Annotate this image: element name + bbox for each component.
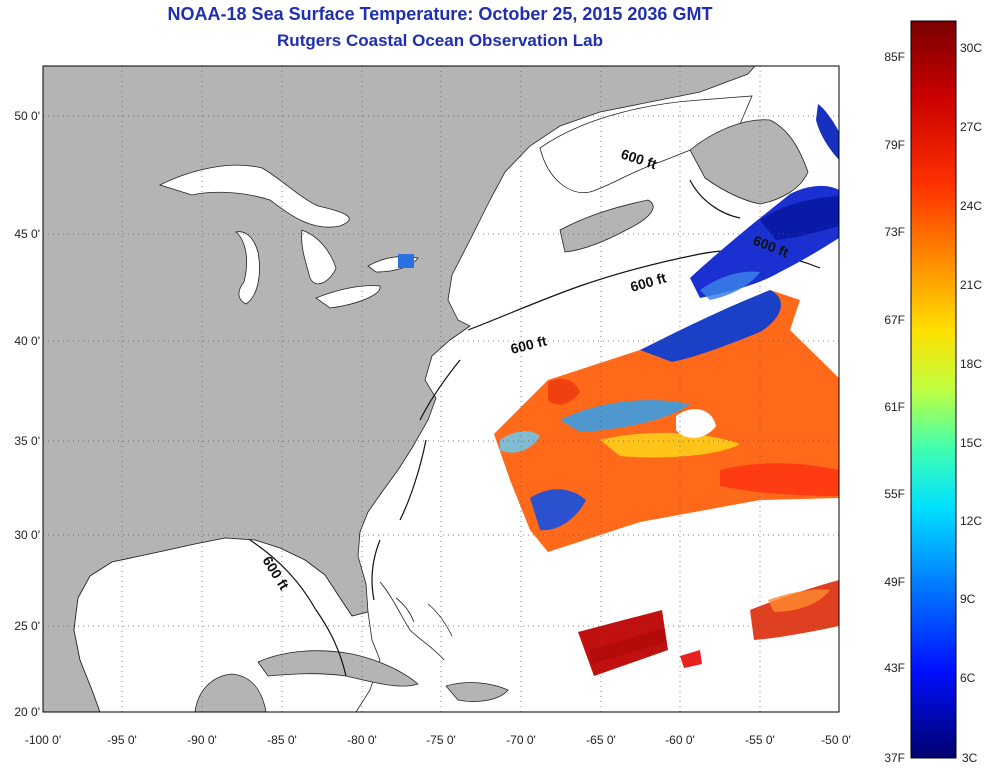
colorbar-label-18c: 18C (960, 357, 982, 371)
colorbar-label-37f: 37F (884, 751, 905, 765)
colorbar-label-30c: 30C (960, 41, 982, 55)
lon-tick-55: -55 0' (745, 733, 775, 747)
lon-tick-100: -100 0' (25, 733, 61, 747)
lat-tick-25: 25 0' (14, 619, 40, 633)
colorbar-label-24c: 24C (960, 199, 982, 213)
lon-tick-70: -70 0' (506, 733, 536, 747)
sst-swath-south (578, 580, 839, 676)
colorbar (910, 20, 957, 759)
bahamas-banks (379, 581, 453, 661)
colorbar-label-15c: 15C (960, 436, 982, 450)
lat-tick-20: 20 0' (14, 705, 40, 719)
lon-tick-60: -60 0' (665, 733, 695, 747)
lat-tick-40: 40 0' (14, 334, 40, 348)
colorbar-label-43f: 43F (884, 661, 905, 675)
great-lakes (158, 164, 419, 309)
lon-tick-50: -50 0' (821, 733, 851, 747)
colorbar-label-27c: 27C (960, 120, 982, 134)
colorbar-label-6c: 6C (960, 671, 976, 685)
colorbar-label-85f: 85F (884, 50, 905, 64)
land-hispaniola (445, 682, 509, 702)
lake-ontario-sst (398, 254, 414, 268)
colorbar-label-79f: 79F (884, 138, 905, 152)
lat-tick-45: 45 0' (14, 227, 40, 241)
map-subtitle: Rutgers Coastal Ocean Observation Lab (277, 31, 603, 50)
lat-tick-35: 35 0' (14, 434, 40, 448)
land-newfoundland (689, 119, 809, 205)
gulf-of-st-lawrence (539, 95, 753, 193)
colorbar-label-61f: 61F (884, 400, 905, 414)
lon-tick-95: -95 0' (107, 733, 137, 747)
land-cuba (257, 650, 419, 687)
land-nova-scotia (559, 199, 654, 253)
map-title: NOAA-18 Sea Surface Temperature: October… (167, 4, 713, 24)
land-yucatan (194, 673, 267, 712)
lon-tick-90: -90 0' (187, 733, 217, 747)
lat-tick-30: 30 0' (14, 528, 40, 542)
colorbar-label-21c: 21C (960, 278, 982, 292)
depth-contour-600ft (249, 179, 821, 677)
lat-tick-50: 50 0' (14, 109, 40, 123)
lon-tick-65: -65 0' (586, 733, 616, 747)
colorbar-label-49f: 49F (884, 575, 905, 589)
colorbar-label-9c: 9C (960, 592, 976, 606)
sst-swath-main (494, 290, 839, 552)
colorbar-label-12c: 12C (960, 514, 982, 528)
colorbar-label-55f: 55F (884, 487, 905, 501)
lon-tick-75: -75 0' (426, 733, 456, 747)
colorbar-label-73f: 73F (884, 225, 905, 239)
sst-swath-north (690, 104, 839, 300)
map-frame (42, 65, 840, 713)
colorbar-label-3c: 3C (962, 751, 978, 765)
lon-tick-80: -80 0' (347, 733, 377, 747)
lon-tick-85: -85 0' (267, 733, 297, 747)
colorbar-label-67f: 67F (884, 313, 905, 327)
